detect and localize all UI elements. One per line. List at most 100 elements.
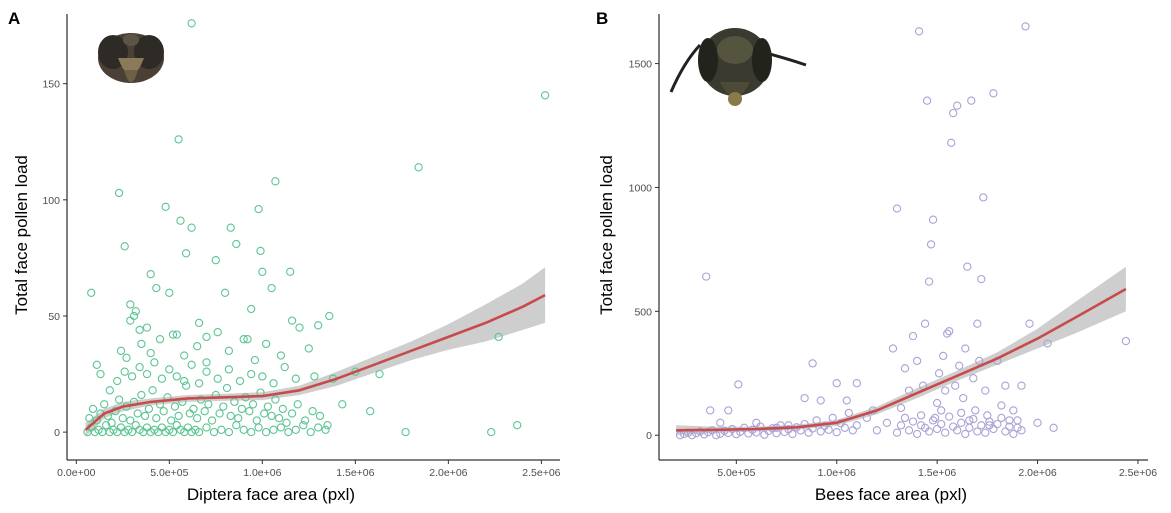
panel-b-axes: 5.0e+05 1.0e+06 1.5e+06 2.0e+06 2.5e+06 0 500 1… <box>629 14 1157 479</box>
panel-a-x-axis-title: Diptera face area (pxl) <box>187 485 355 504</box>
data-point <box>926 240 936 249</box>
data-point <box>375 369 384 379</box>
data-point <box>961 344 970 353</box>
data-point <box>113 376 122 386</box>
data-point <box>88 404 98 414</box>
data-point <box>237 404 247 414</box>
data-point <box>1009 429 1018 439</box>
data-point <box>126 416 135 425</box>
data-point <box>840 423 849 432</box>
data-point <box>937 419 946 429</box>
data-point <box>904 386 914 395</box>
data-point <box>254 423 263 432</box>
data-point <box>85 414 94 423</box>
x-tick-label: 1.0e+06 <box>818 467 856 479</box>
data-point <box>1005 422 1014 431</box>
data-point <box>1001 427 1010 436</box>
data-point <box>226 223 235 232</box>
data-point <box>908 331 918 341</box>
data-point <box>945 412 954 421</box>
data-point <box>414 163 423 172</box>
data-point <box>300 416 310 425</box>
data-point <box>740 423 749 432</box>
data-point <box>816 396 825 405</box>
data-point <box>168 427 178 437</box>
x-tick-label: 5.0e+05 <box>150 467 188 479</box>
data-point <box>140 411 150 421</box>
data-point <box>250 355 260 365</box>
x-tick-label: 2.0e+06 <box>1018 467 1056 479</box>
data-point <box>306 427 315 437</box>
data-point <box>981 428 990 437</box>
data-point <box>955 361 964 370</box>
data-point <box>997 401 1006 410</box>
data-point <box>1009 406 1018 415</box>
data-point <box>848 426 857 435</box>
data-point <box>256 246 265 256</box>
data-point <box>142 369 152 379</box>
data-point <box>959 393 968 403</box>
data-point <box>243 335 252 344</box>
data-point <box>176 216 185 225</box>
x-tick-label: 0.0e+00 <box>57 467 95 479</box>
data-point <box>142 323 152 332</box>
data-point <box>687 431 697 440</box>
panel-a-points <box>83 19 550 437</box>
data-point <box>170 402 180 411</box>
data-point <box>914 27 924 36</box>
data-point <box>150 358 159 367</box>
confidence-band <box>676 266 1126 436</box>
data-point <box>254 204 263 214</box>
data-point <box>247 369 256 379</box>
data-point <box>168 330 178 339</box>
data-point <box>193 342 202 351</box>
data-point <box>185 409 194 418</box>
data-point <box>993 419 1002 429</box>
data-point <box>945 327 954 336</box>
data-point <box>494 332 503 342</box>
data-point <box>157 374 167 383</box>
data-point <box>842 396 851 405</box>
data-point <box>924 277 934 286</box>
data-point <box>949 108 958 118</box>
data-point <box>165 288 174 297</box>
data-point <box>293 400 302 409</box>
data-point <box>291 425 300 434</box>
data-point <box>172 330 181 339</box>
data-point <box>314 423 323 432</box>
data-point <box>258 372 267 381</box>
data-point <box>314 321 323 330</box>
data-point <box>772 429 781 438</box>
data-point <box>100 400 109 409</box>
data-point <box>152 414 161 423</box>
data-point <box>107 418 116 427</box>
data-point <box>101 421 111 430</box>
data-point <box>295 323 304 332</box>
data-point <box>204 400 213 409</box>
data-point <box>260 409 269 418</box>
data-point <box>963 262 972 271</box>
data-point <box>951 381 960 390</box>
data-point <box>734 380 743 389</box>
data-point <box>934 369 944 378</box>
data-point <box>142 423 152 432</box>
data-point <box>232 239 241 249</box>
y-tick-label: 100 <box>42 195 60 207</box>
data-point <box>401 427 410 437</box>
data-point <box>120 242 129 251</box>
data-point <box>932 398 942 408</box>
panel-a: A 0.0e+00 5.0e+05 1.0e+06 1.5e+06 2.0e+06 2.5… <box>8 9 561 504</box>
data-point <box>127 372 137 381</box>
data-point <box>248 400 258 409</box>
data-point <box>261 427 271 437</box>
data-point <box>1017 426 1026 435</box>
data-point <box>234 414 243 423</box>
data-point <box>247 427 256 437</box>
smooth-fit-line <box>84 293 546 431</box>
data-point <box>981 386 990 395</box>
data-point <box>366 407 375 416</box>
data-point <box>969 414 978 424</box>
data-point <box>800 393 809 403</box>
data-point <box>224 346 234 355</box>
y-tick-label: 500 <box>634 306 652 318</box>
